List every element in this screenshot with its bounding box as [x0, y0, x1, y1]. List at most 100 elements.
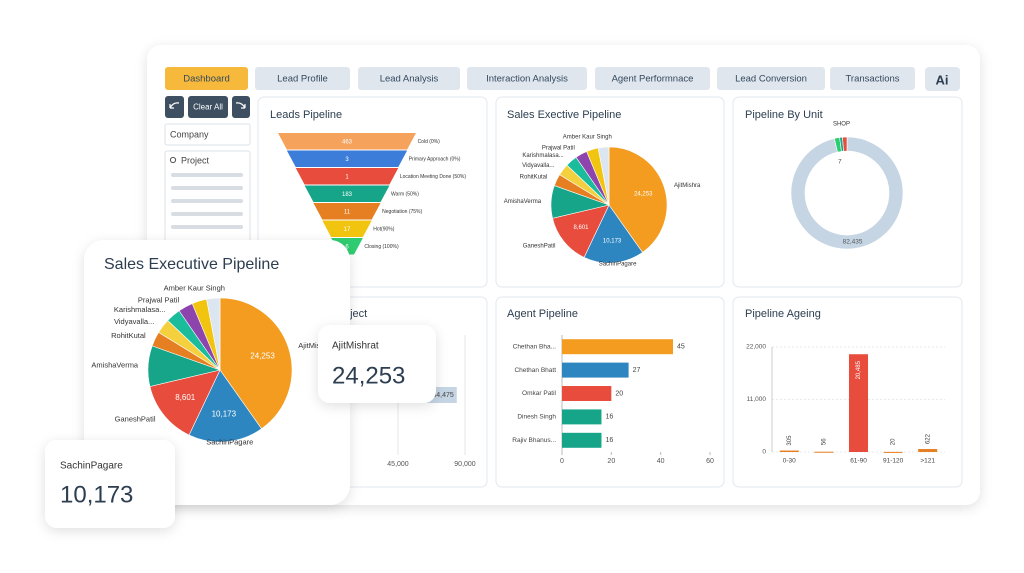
slice-label: SachinPagare	[599, 261, 637, 267]
slice-label: GaneshPatil	[115, 415, 156, 424]
bar-value-label: 622	[925, 433, 931, 444]
y-tick-label: 22,000	[746, 344, 766, 351]
card-title: Pipeline By Unit	[745, 109, 823, 121]
slice-label: AjitMishra	[674, 183, 701, 189]
zoom-chart: 24,253 AjitMishra 10,173 SachinPagare 8,601 G…	[91, 283, 332, 446]
x-tick-label: 90,000	[454, 461, 476, 468]
slice-value-label: 8,601	[175, 393, 196, 402]
y-tick-label: Omkar Patil	[522, 390, 557, 397]
slice-label: AjitMishra	[298, 341, 332, 350]
funnel-segment	[313, 203, 381, 220]
x-tick-label: 91-120	[883, 458, 904, 465]
x-tick-label: 40	[657, 458, 665, 465]
bar	[562, 409, 602, 425]
bar-value-label: 20,485	[856, 360, 862, 379]
slice-label: Amber Kaur Singh	[563, 134, 612, 140]
bar	[562, 386, 612, 401]
slice-label: SachinPagare	[206, 438, 253, 447]
funnel-segment	[278, 133, 416, 150]
card-title: Leads Pipeline	[270, 109, 342, 121]
bar	[848, 354, 869, 452]
bar-value-label: 305	[787, 435, 793, 446]
funnel-value: 183	[342, 192, 353, 198]
bar-value-label: 16	[605, 414, 613, 421]
funnel-value: 463	[342, 139, 353, 145]
pie-slice	[188, 369, 262, 443]
funnel-value: 17	[344, 227, 351, 233]
slice-label: AmishaVerma	[91, 361, 139, 370]
bar	[883, 451, 903, 453]
y-tick-label: Rajiv Bhanus...	[512, 437, 556, 444]
filter-label: Company	[170, 129, 209, 139]
tab[interactable]	[165, 67, 248, 90]
chart-hbar: 0 20 40 60 Chethan Bha... 45 Chethan Bhatt 27 Om…	[512, 335, 714, 465]
slice-value-label: 24,253	[250, 352, 275, 361]
tooltip	[318, 325, 436, 403]
slice-label: GaneshPatil	[523, 243, 556, 249]
y-tick-label: Chethan Bha...	[513, 343, 557, 350]
funnel-value: 11	[344, 209, 351, 215]
bar	[779, 450, 799, 452]
y-tick-label: 11,000	[747, 396, 767, 403]
clear-button[interactable]	[188, 96, 228, 118]
x-tick-label: >121	[920, 458, 935, 465]
pie-slice	[790, 136, 904, 250]
x-tick-label: 61-90	[850, 458, 867, 465]
bar	[562, 339, 673, 355]
x-tick-label: 20	[607, 458, 615, 465]
pie-slice	[552, 204, 610, 258]
tab[interactable]	[467, 67, 587, 90]
slice-label: Karishmalasa...	[522, 153, 564, 159]
zoom-title: Sales Executive Pipeline	[104, 256, 279, 273]
x-tick-label: 0-30	[783, 458, 796, 465]
pie-slice	[583, 204, 643, 264]
chart-pie: 24,253 AjitMishra 10,173 SachinPagare 8,601 G…	[504, 134, 701, 267]
company-filter[interactable]	[164, 123, 251, 146]
ai-button[interactable]	[925, 67, 960, 91]
funnel-segment	[295, 168, 399, 185]
filter-label: Project	[181, 155, 210, 165]
funnel-label: Location Meeting Done (50%)	[400, 174, 466, 180]
funnel-label: Primary Approach (0%)	[409, 157, 461, 163]
tooltip	[45, 440, 175, 528]
card	[732, 96, 963, 288]
tooltip-value: 10,173	[60, 481, 133, 508]
slice-label: RohitKutal	[111, 331, 146, 340]
clear-label: Clear All	[193, 103, 223, 112]
slice-label: SHOP	[833, 122, 850, 128]
forward-button[interactable]	[232, 96, 250, 118]
slice-value-label: 8,601	[574, 225, 590, 231]
y-tick-label: Dinesh Singh	[517, 414, 556, 421]
bar-value-label: 84,475	[432, 392, 454, 399]
tab-bar: Dashboard Lead Profile Lead Analysis Intera…	[165, 67, 960, 91]
back-icon	[169, 102, 180, 109]
chart-donut: 82,435 7 SHOP	[790, 122, 904, 250]
bar-value-label: 45	[677, 344, 685, 351]
funnel-label: Closing (100%)	[364, 244, 399, 250]
tab[interactable]	[830, 67, 915, 90]
tab[interactable]	[595, 67, 710, 90]
funnel-value: 1	[345, 174, 349, 180]
tab[interactable]	[255, 67, 350, 90]
search-icon	[169, 156, 177, 164]
tab-label: Lead Conversion	[735, 74, 807, 85]
y-tick-label: 0	[762, 449, 766, 456]
bar	[918, 449, 938, 452]
slice-value-label: 24,253	[634, 192, 653, 198]
ai-label: Ai	[936, 72, 949, 87]
tab-label: Agent Performnace	[612, 74, 694, 85]
tab-label: Interaction Analysis	[486, 74, 568, 85]
tab[interactable]	[358, 67, 460, 90]
slice-label: Prajwal Patil	[542, 146, 575, 152]
bar-value-label: 20	[891, 438, 897, 445]
card	[732, 296, 963, 488]
charts: 463 Cold (0%) 3 Primary Approach (0%) 1 Locat…	[278, 122, 945, 468]
slice-value-label: 10,173	[603, 238, 622, 244]
slice-label: Karishmalasa...	[114, 305, 166, 314]
tab[interactable]	[717, 67, 825, 90]
back-button[interactable]	[165, 96, 184, 118]
bar	[562, 432, 602, 448]
slice-value-label: 7	[838, 159, 842, 166]
bar-value-label: 20	[615, 390, 623, 397]
